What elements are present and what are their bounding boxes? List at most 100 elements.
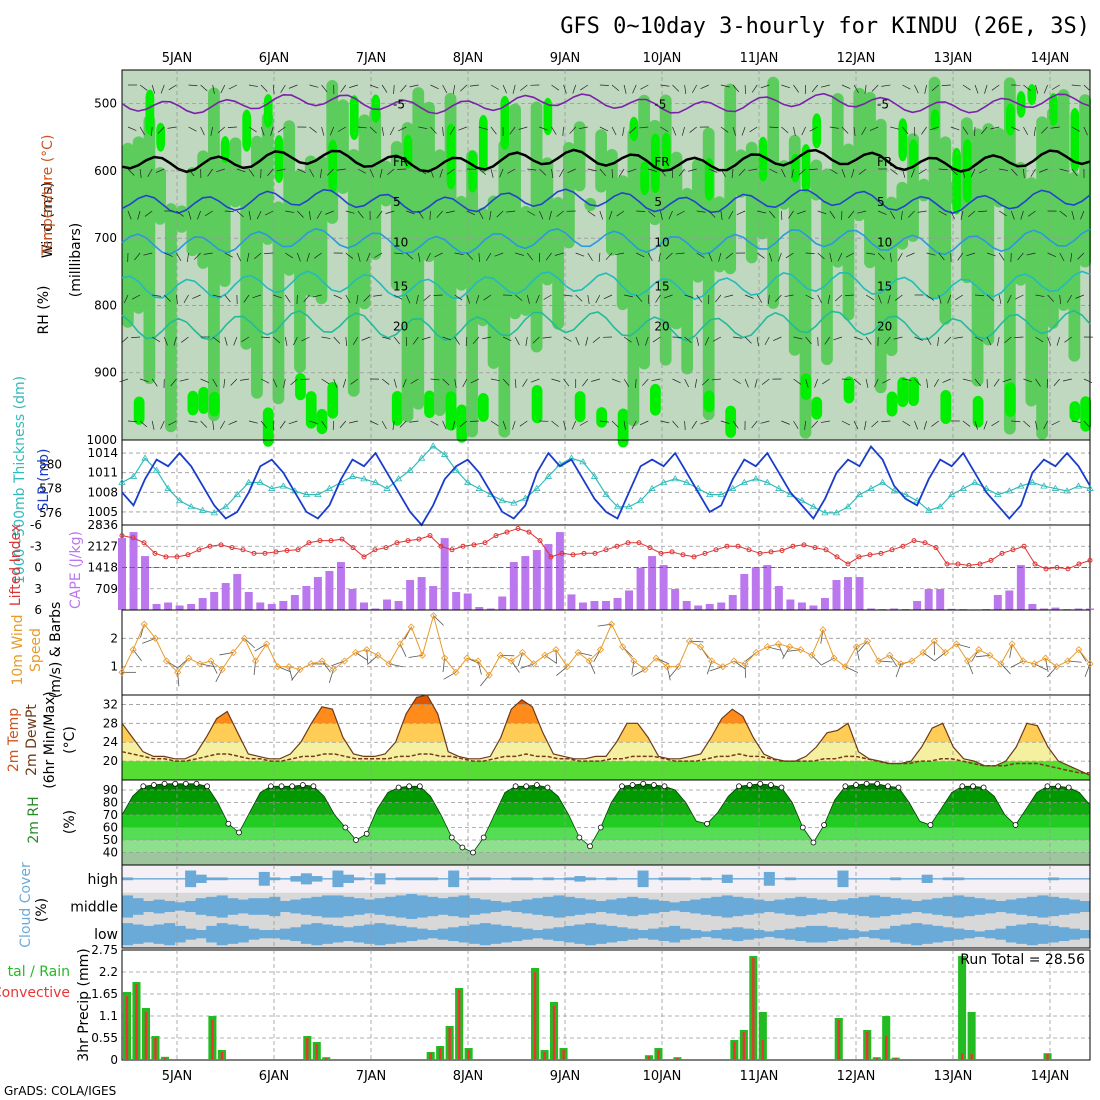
rh-moist-column bbox=[573, 121, 586, 192]
wind-barb bbox=[820, 84, 830, 88]
cloud-bar bbox=[921, 899, 933, 914]
cloud-bar bbox=[879, 878, 891, 880]
wind-barb bbox=[631, 420, 637, 430]
rh-moist-column bbox=[1068, 171, 1081, 362]
wind-barb bbox=[845, 294, 855, 297]
wind-barb bbox=[412, 336, 419, 345]
thickness-marker bbox=[141, 454, 149, 461]
cloud-bar bbox=[563, 896, 575, 917]
thickness-marker bbox=[924, 506, 933, 513]
wind-barb bbox=[139, 168, 142, 178]
lifted-marker bbox=[911, 538, 917, 544]
cape-bar bbox=[774, 586, 783, 610]
cloud-bar bbox=[216, 877, 228, 881]
isotherm-label: FR bbox=[393, 155, 408, 169]
rh-saturated-patch bbox=[1027, 84, 1037, 105]
wind-barb bbox=[801, 126, 806, 136]
wind-barb bbox=[623, 336, 632, 343]
wind-barb bbox=[197, 210, 201, 220]
cloud-bar bbox=[542, 877, 554, 881]
wind-barb bbox=[897, 252, 903, 261]
cloud-bar bbox=[469, 877, 481, 881]
rh-marker bbox=[480, 834, 487, 841]
cloud-bar bbox=[1026, 923, 1038, 946]
thickness-marker bbox=[775, 484, 783, 491]
thickness-marker bbox=[729, 484, 737, 491]
lifted-marker bbox=[944, 561, 950, 567]
wind-barb bbox=[711, 378, 721, 381]
rh-saturated-patch bbox=[446, 123, 456, 190]
wind-barb bbox=[942, 378, 951, 383]
cloud-bar bbox=[616, 927, 628, 942]
precip-convective-bar bbox=[1046, 1054, 1049, 1060]
wind-speed-marker bbox=[407, 623, 415, 631]
wind-barb bbox=[309, 210, 311, 220]
wind-barb bbox=[996, 336, 1000, 346]
rh-saturated-patch bbox=[1070, 107, 1080, 173]
cloud-bar bbox=[216, 895, 228, 918]
lifted-marker bbox=[152, 550, 158, 556]
wind-barb bbox=[902, 378, 912, 381]
wind-barb bbox=[280, 84, 286, 93]
wind-barb bbox=[157, 126, 165, 134]
wind-barb bbox=[974, 420, 978, 430]
cloud-bar bbox=[1058, 898, 1070, 915]
cloud-bar bbox=[658, 927, 670, 942]
rh-moist-column bbox=[401, 122, 414, 423]
cloud-bar bbox=[1079, 878, 1091, 880]
wind-barb bbox=[131, 336, 141, 339]
wind-barb bbox=[805, 378, 809, 388]
wind-barb bbox=[502, 336, 512, 342]
wind-barb bbox=[999, 210, 1007, 217]
wind-barb bbox=[814, 378, 819, 388]
wind-barb bbox=[595, 294, 601, 304]
wind-barb bbox=[418, 126, 428, 130]
wind-barb bbox=[837, 252, 843, 262]
cape-bar bbox=[924, 589, 933, 610]
wind-barb bbox=[160, 84, 165, 94]
wind-barb bbox=[321, 336, 331, 339]
cloud-bar bbox=[805, 925, 817, 943]
wind-barb bbox=[708, 210, 716, 218]
wind-barb bbox=[369, 126, 377, 134]
lifted-marker bbox=[185, 552, 191, 558]
rh-saturated-patch bbox=[811, 396, 823, 420]
top-date-axis: 5JAN 6JAN 7JAN 8JAN 9JAN 10JAN 11JAN 12JAN 13JAN… bbox=[162, 51, 1070, 66]
cloud-bar bbox=[500, 902, 512, 911]
cloud-bar bbox=[795, 878, 807, 880]
rh-moist-column bbox=[1025, 177, 1038, 407]
rh-moist-column bbox=[562, 141, 575, 249]
wind-speed-marker bbox=[452, 668, 460, 676]
wind-speed-marker bbox=[185, 654, 193, 662]
rh-moist-column bbox=[455, 195, 468, 291]
wind-barb bbox=[599, 210, 604, 220]
wind-barb bbox=[738, 168, 746, 176]
thickness-marker bbox=[763, 478, 772, 485]
cloud-bar bbox=[342, 874, 354, 883]
wind-barb bbox=[447, 168, 455, 175]
cape-bar bbox=[1016, 565, 1025, 610]
cape-bar bbox=[129, 532, 138, 610]
rh-marker bbox=[1065, 784, 1072, 791]
wind-barb bbox=[853, 420, 859, 430]
wind-barb bbox=[978, 168, 988, 174]
wind-barb bbox=[452, 420, 456, 430]
pressure-tick: 800 bbox=[94, 298, 117, 312]
thickness-marker bbox=[475, 484, 483, 491]
cloud-bar bbox=[879, 896, 891, 917]
isotherm-label: FR bbox=[877, 155, 892, 169]
wind-barb bbox=[986, 252, 996, 257]
wind-barb bbox=[297, 168, 306, 173]
wind-barb bbox=[276, 168, 286, 172]
wind-barb bbox=[672, 126, 677, 136]
isotherm-line bbox=[121, 92, 1091, 115]
wind-barb bbox=[720, 126, 729, 133]
cloud-bar bbox=[1068, 899, 1080, 914]
wind-barb bbox=[283, 378, 286, 388]
thickness-marker bbox=[302, 490, 311, 498]
rh-moist-column bbox=[358, 114, 371, 310]
bottom-date-axis: 5JAN 6JAN 7JAN 8JAN 9JAN 10JAN 11JAN 12JAN 13JAN… bbox=[162, 1069, 1070, 1084]
wind-speed-marker bbox=[251, 657, 260, 665]
precip-convective-bar bbox=[894, 1058, 897, 1060]
